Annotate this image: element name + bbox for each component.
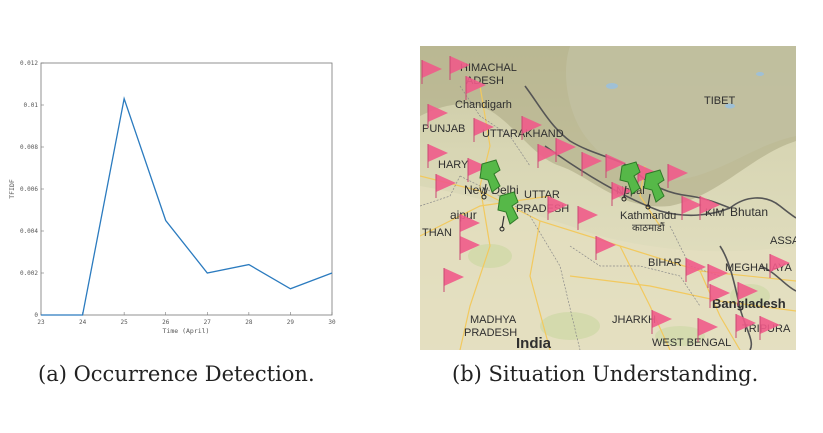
- map-label-himachal: HIMACHAL: [460, 62, 517, 74]
- flag-marker-icon[interactable]: [450, 56, 470, 74]
- y-tick-label: 0: [34, 312, 38, 319]
- forest-area: [468, 244, 512, 268]
- flag-marker-icon[interactable]: [612, 182, 632, 200]
- road-network: [420, 85, 796, 350]
- pushpin-marker-icon[interactable]: [479, 159, 501, 200]
- flag-marker-icon[interactable]: [436, 174, 456, 192]
- forest-area: [540, 312, 600, 340]
- map-label-punjab: PUNJAB: [422, 123, 465, 135]
- y-tick-label: 0.01: [24, 102, 39, 109]
- flag-marker-icon[interactable]: [652, 310, 672, 328]
- y-axis-label: TFIDF: [8, 179, 16, 199]
- x-tick-label: 25: [121, 319, 129, 326]
- map-label-west-bengal: WEST BENGAL: [652, 337, 731, 349]
- map-label-sikkim: KIM: [705, 207, 725, 219]
- x-tick-label: 24: [79, 319, 87, 326]
- map-label-pradesh-mp: PRADESH: [464, 327, 517, 339]
- caption-b: (b) Situation Understanding.: [452, 362, 759, 386]
- map-label-india: India: [516, 335, 552, 350]
- flag-marker-icon[interactable]: [710, 284, 730, 302]
- flag-marker-icon[interactable]: [460, 236, 480, 254]
- y-tick-label: 0.008: [20, 144, 38, 151]
- series-layer: [41, 96, 333, 316]
- forest-area: [655, 326, 705, 346]
- series-line: [41, 96, 333, 316]
- flag-marker-icon[interactable]: [668, 164, 688, 182]
- x-tick-label: 29: [287, 319, 295, 326]
- x-tick-label: 26: [162, 319, 170, 326]
- x-axis-ticks: 23 24 25 26 27 28 29 30: [37, 312, 336, 326]
- flag-marker-icon[interactable]: [460, 214, 480, 232]
- map-label-jaipur: aipur: [450, 208, 477, 222]
- map-label-haryana: HARY: [438, 159, 469, 171]
- map-svg: HIMACHAL ADESH Chandigarh PUNJAB UTTARAK…: [420, 46, 796, 350]
- x-tick-label: 27: [204, 319, 212, 326]
- map-label-kathmandu-devanagari: काठमाडौं: [632, 222, 665, 234]
- flag-marker-icon[interactable]: [444, 268, 464, 286]
- caption-a: (a) Occurrence Detection.: [38, 362, 315, 386]
- pushpin-marker-icon[interactable]: [643, 169, 665, 210]
- lake: [606, 83, 618, 89]
- x-axis-label: Time (April): [163, 327, 210, 335]
- flag-marker-icon[interactable]: [582, 152, 602, 170]
- flag-marker-icon[interactable]: [708, 264, 728, 282]
- flag-marker-icon[interactable]: [474, 118, 494, 136]
- flag-marker-icon[interactable]: [468, 158, 488, 176]
- flag-marker-icon[interactable]: [428, 104, 448, 122]
- tibet-plateau: [565, 46, 796, 182]
- flag-marker-icon[interactable]: [538, 144, 558, 162]
- y-tick-label: 0.006: [20, 186, 38, 193]
- flag-marker-icon[interactable]: [422, 60, 442, 78]
- pushpin-marker-icon[interactable]: [619, 161, 641, 202]
- x-tick-label: 23: [37, 319, 45, 326]
- flag-marker-icon[interactable]: [686, 258, 706, 276]
- lake: [756, 72, 764, 76]
- y-tick-label: 0.002: [20, 270, 38, 277]
- flag-marker-icon[interactable]: [578, 206, 598, 224]
- map-label-madhya: MADHYA: [470, 314, 517, 326]
- flag-marker-icon[interactable]: [556, 138, 576, 156]
- pushpin-marker-icon[interactable]: [497, 191, 519, 232]
- map-label-uttarakhand: UTTARAKHAND: [482, 128, 564, 140]
- map-label-assam: ASSA: [770, 235, 796, 247]
- map-label-jharkhand: JHARKH: [612, 314, 656, 326]
- flag-marker-icon[interactable]: [522, 116, 542, 134]
- flag-marker-icon[interactable]: [760, 316, 780, 334]
- flag-marker-icon[interactable]: [700, 196, 720, 214]
- flag-marker-icon[interactable]: [596, 236, 616, 254]
- occurrence-detection-chart: 0 0.002 0.004 0.006 0.008 0.01 0.012 23 24 25 26 2…: [0, 40, 345, 340]
- y-tick-label: 0.004: [20, 228, 38, 235]
- gangetic-plain: [420, 186, 796, 350]
- map-label-kathmandu: Kathmandu: [620, 210, 676, 222]
- flag-marker-icon[interactable]: [466, 76, 486, 94]
- x-tick-label: 28: [245, 319, 253, 326]
- lake: [725, 103, 735, 109]
- flag-marker-icon[interactable]: [548, 196, 568, 214]
- flag-marker-icon[interactable]: [770, 254, 790, 272]
- map-label-bihar: BIHAR: [648, 257, 682, 269]
- plot-frame: [40, 62, 333, 316]
- map-label-tibet: TIBET: [704, 95, 735, 107]
- pin-markers: [479, 159, 665, 232]
- flag-marker-icon[interactable]: [428, 144, 448, 162]
- state-borders: [420, 85, 721, 350]
- flag-marker-icon[interactable]: [682, 196, 702, 214]
- y-tick-label: 0.012: [20, 60, 38, 67]
- flag-marker-icon[interactable]: [738, 282, 758, 300]
- map-label-chandigarh: Chandigarh: [455, 99, 512, 111]
- map-label-bangladesh: Bangladesh: [712, 296, 786, 311]
- flag-marker-icon[interactable]: [606, 154, 626, 172]
- flag-marker-icon[interactable]: [698, 318, 718, 336]
- situation-understanding-map: HIMACHAL ADESH Chandigarh PUNJAB UTTARAK…: [420, 46, 796, 350]
- map-label-bhutan: Bhutan: [730, 205, 768, 219]
- y-axis-ticks: 0 0.002 0.004 0.006 0.008 0.01 0.012: [20, 60, 44, 319]
- x-tick-label: 30: [328, 319, 336, 326]
- map-label-rajasthan: THAN: [422, 227, 452, 239]
- flag-marker-icon[interactable]: [736, 314, 756, 332]
